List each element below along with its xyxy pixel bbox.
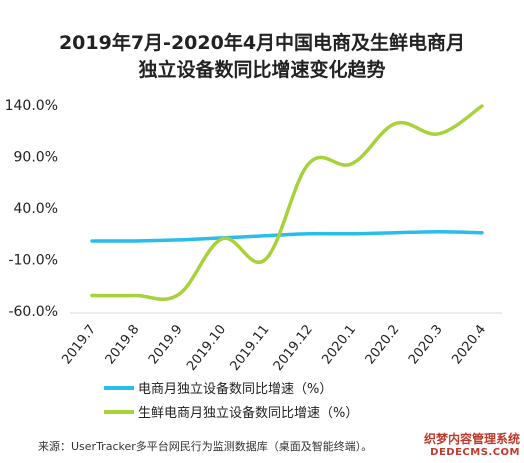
x-tick-label: 2019.12 bbox=[271, 322, 316, 374]
legend: 电商月独立设备数同比增速（%） 生鲜电商月独立设备数同比增速（%） bbox=[104, 381, 358, 421]
chart-title: 2019年7月-2020年4月中国电商及生鲜电商月 独立设备数同比增速变化趋势 bbox=[0, 30, 524, 84]
x-tick-label: 2019.10 bbox=[184, 322, 229, 374]
x-tick-label: 2020.2 bbox=[363, 322, 403, 367]
y-tick-label: -10.0% bbox=[8, 253, 58, 269]
y-tick-label: 140.0% bbox=[5, 98, 58, 114]
watermark-line-2: DEDECMS.COM bbox=[430, 447, 520, 458]
x-tick-label: 2019.11 bbox=[228, 322, 273, 374]
x-tick-label: 2019.8 bbox=[103, 322, 143, 367]
x-tick-label: 2019.9 bbox=[146, 322, 186, 367]
watermark: 织梦内容管理系统 DEDECMS.COM bbox=[424, 433, 520, 459]
legend-label-2: 生鲜电商月独立设备数同比增速（%） bbox=[138, 405, 358, 421]
chart-title-line-1: 2019年7月-2020年4月中国电商及生鲜电商月 bbox=[58, 32, 466, 54]
chart-title-line-2: 独立设备数同比增速变化趋势 bbox=[138, 59, 386, 81]
y-tick-label: 40.0% bbox=[14, 201, 58, 217]
source-note: 来源：UserTracker多平台网民行为监测数据库（桌面及智能终端）。 bbox=[38, 440, 373, 453]
x-tick-label: 2020.3 bbox=[406, 322, 446, 367]
series-line-2 bbox=[90, 104, 484, 302]
x-tick-label: 2020.1 bbox=[319, 322, 359, 367]
legend-label-1: 电商月独立设备数同比增速（%） bbox=[138, 381, 332, 397]
watermark-line-1: 织梦内容管理系统 bbox=[423, 432, 520, 446]
series-line-1 bbox=[90, 229, 484, 243]
y-tick-label: 90.0% bbox=[14, 150, 58, 166]
series-lines bbox=[90, 104, 484, 302]
y-axis: 140.0% 90.0% 40.0% -10.0% -60.0% bbox=[5, 98, 58, 320]
y-tick-label: -60.0% bbox=[8, 304, 58, 320]
x-tick-label: 2020.4 bbox=[449, 322, 489, 367]
x-tick-label: 2019.7 bbox=[59, 322, 99, 367]
